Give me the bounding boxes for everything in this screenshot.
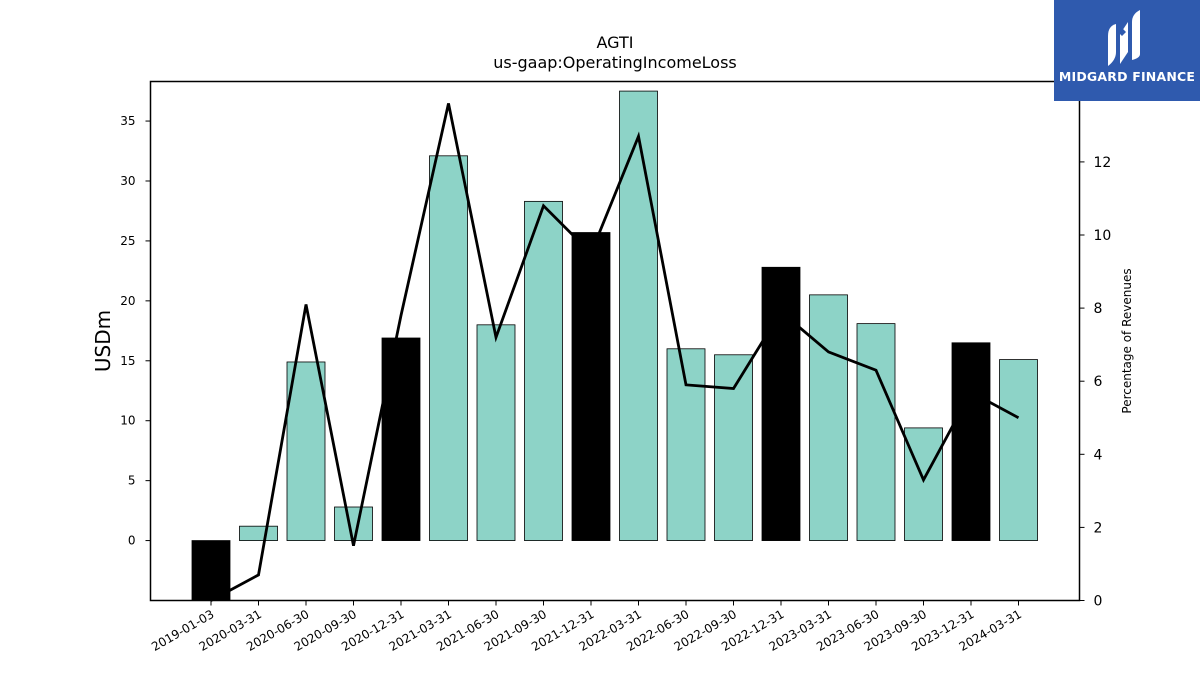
bar-2023-12-31 [951, 342, 991, 541]
bar-2022-03-31 [619, 90, 658, 541]
bar-2020-03-31 [239, 525, 278, 541]
bar-2021-03-31 [429, 155, 468, 541]
y2-tick-label: 6 [1094, 374, 1103, 390]
y2-tick-label: 10 [1094, 228, 1112, 244]
bar-2020-06-30 [286, 361, 326, 541]
percentage-line [210, 103, 1020, 602]
y2-tick-label: 8 [1094, 301, 1103, 317]
bar-2021-09-30 [524, 200, 563, 541]
brand-logo: MIDGARD FINANCE [1054, 0, 1200, 101]
y-tick-label: 30 [120, 174, 135, 188]
bar-2020-09-30 [334, 506, 373, 541]
y-tick-label: 35 [120, 114, 135, 128]
bar-2022-12-31 [761, 266, 801, 541]
y2-axis-label: Percentage of Revenues [1120, 268, 1134, 413]
bar-2021-06-30 [476, 324, 516, 541]
bars-group [191, 90, 1038, 601]
bar-2024-03-31 [999, 359, 1038, 541]
bar-2023-09-30 [904, 427, 943, 541]
y2-tick-label: 0 [1094, 594, 1103, 610]
y-tick-label: 5 [128, 474, 136, 488]
bar-2021-12-31 [571, 232, 611, 541]
y-tick-label: 15 [120, 354, 135, 368]
x-axis: 2019-01-032020-03-312020-06-302020-09-30… [149, 600, 1024, 654]
y-axis-label: USDm [91, 310, 115, 372]
bar-2023-06-30 [856, 323, 896, 541]
logo-mark-icon [1108, 10, 1140, 66]
line-group [210, 103, 1020, 602]
bar-2019-01-03 [191, 540, 231, 601]
chart-title: AGTI [597, 33, 634, 52]
plot-frame [149, 80, 1081, 602]
y2-tick-label: 4 [1094, 447, 1103, 463]
bar-2023-03-31 [809, 294, 848, 541]
y-tick-label: 25 [120, 234, 135, 248]
y2-axis: 0 2 4 6 8 10 12 [1079, 155, 1112, 610]
y-tick-label: 0 [128, 534, 136, 548]
bar-2020-12-31 [381, 337, 421, 541]
y2-tick-label: 2 [1094, 520, 1103, 536]
bar-2022-09-30 [714, 354, 753, 541]
y-axis: 0 5 10 15 20 25 30 35 [120, 114, 151, 548]
chart-subtitle: us-gaap:OperatingIncomeLoss [493, 53, 737, 72]
y2-tick-label: 12 [1094, 155, 1112, 171]
y-tick-label: 20 [120, 294, 135, 308]
y-tick-label: 10 [120, 414, 135, 428]
logo-text: MIDGARD FINANCE [1058, 69, 1196, 84]
